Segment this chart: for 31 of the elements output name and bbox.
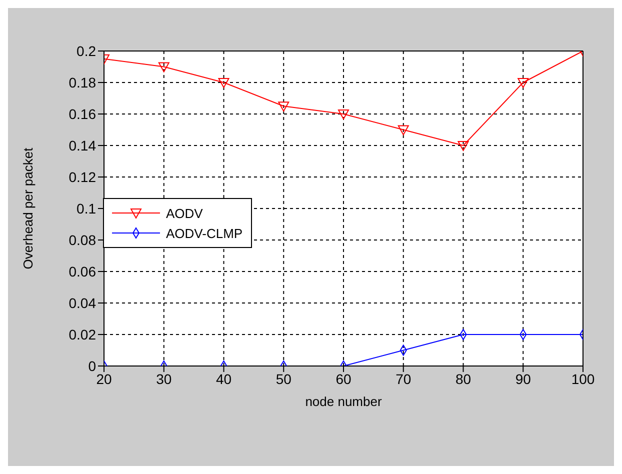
y-tick-label: 0.2 <box>76 42 96 59</box>
y-tick-label: 0.18 <box>68 74 96 90</box>
point <box>278 102 290 112</box>
y-tick-label: 0.12 <box>68 168 96 185</box>
x-tick-label: 20 <box>96 370 112 387</box>
x-tick-label: 40 <box>216 370 232 387</box>
y-tick-label: 0.04 <box>68 294 96 311</box>
point <box>218 78 230 88</box>
point <box>338 110 349 120</box>
y-tick-label: 0.16 <box>68 106 96 122</box>
y-tick-label: 0 <box>88 358 96 374</box>
point <box>158 62 170 72</box>
y-tick-label: 0.02 <box>68 326 96 342</box>
y-tick-label: 0.14 <box>68 137 96 154</box>
y-tick-label: 0.1 <box>76 200 96 216</box>
legend-label: AODV-CLMP <box>166 226 243 240</box>
point <box>458 141 469 151</box>
x-tick-label: 30 <box>156 370 172 387</box>
x-tick-label: 100 <box>571 370 595 387</box>
x-tick-label: 60 <box>336 370 352 387</box>
legend-label: AODV <box>166 206 203 220</box>
point <box>518 78 529 88</box>
y-axis-title: Overhead per packet <box>20 147 36 270</box>
x-tick-label: 90 <box>515 370 532 387</box>
x-tick-label: 50 <box>276 370 292 387</box>
x-tick-label: 70 <box>396 370 412 387</box>
point <box>398 125 409 136</box>
y-tick-label: 0.08 <box>68 232 96 248</box>
x-tick-label: 80 <box>455 370 472 387</box>
x-axis-title: node number <box>305 394 382 409</box>
y-tick-label: 0.06 <box>68 263 96 280</box>
